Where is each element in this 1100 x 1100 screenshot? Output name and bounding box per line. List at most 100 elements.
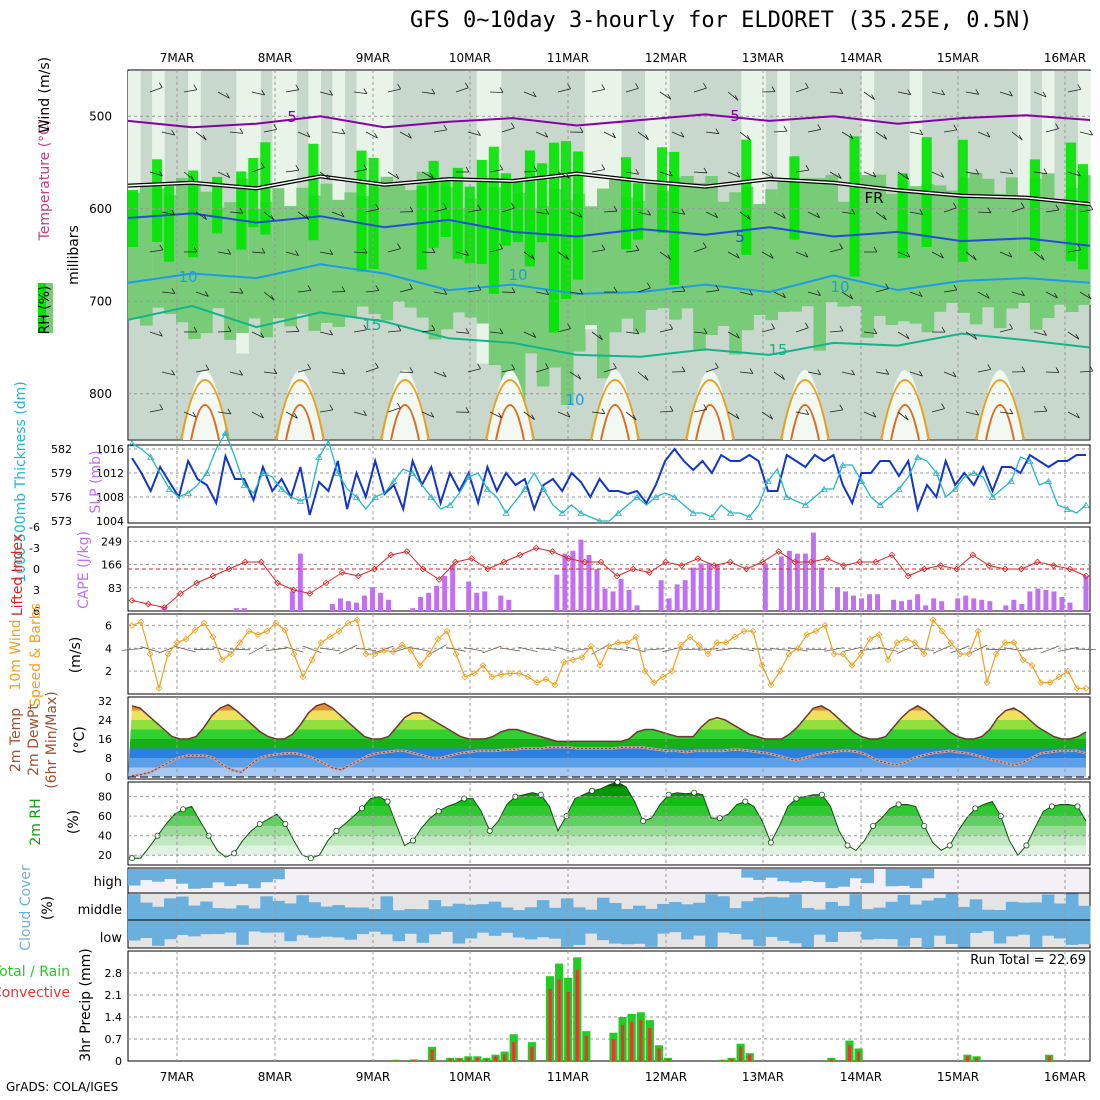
cloud-low-bar: [1065, 920, 1079, 945]
cloud-high-bar: [236, 869, 249, 884]
cape-bar: [578, 539, 584, 611]
cloud-low-bar: [1053, 920, 1067, 939]
wind-barb: [680, 131, 685, 138]
cloud-low-bar: [524, 920, 538, 940]
lifted-index-point: [791, 558, 799, 566]
wind-barb: [841, 371, 855, 376]
lifted-index-point: [209, 572, 217, 580]
rh-band-wet: [957, 139, 968, 262]
rh2m-point: [844, 842, 851, 849]
cloud-low-bar: [933, 920, 947, 936]
precip-conv-bar: [430, 1050, 434, 1061]
rh-band-moist: [705, 176, 718, 336]
wind-barb: [625, 87, 639, 93]
wind-barb: [873, 246, 878, 253]
rh-band-moist: [332, 199, 346, 327]
cloud-low-bar: [681, 920, 694, 940]
wind-barb: [919, 370, 923, 377]
cloud-low-bar: [176, 920, 189, 935]
cloud-low-bar: [224, 920, 237, 933]
cloud-high-bar: [164, 869, 177, 880]
rh-band-moist: [392, 183, 406, 302]
cloud-low-bar: [476, 920, 490, 933]
surface-wind-barb: [446, 647, 466, 652]
rh2m-point: [588, 787, 595, 794]
rh-band-dry: [753, 71, 766, 215]
surface-wind-barb: [914, 647, 934, 651]
wind-barb: [625, 331, 639, 335]
wind-barb: [161, 371, 175, 376]
cloud-high-bar: [921, 869, 935, 879]
wind-barb: [577, 373, 582, 380]
wind-axis-title: Wind (m/s): [37, 57, 53, 133]
wind-barb: [409, 367, 414, 373]
rh-band: [132, 806, 1086, 817]
wind-barb: [544, 132, 549, 138]
wind-speed-point: [596, 662, 604, 669]
wind-barb: [591, 331, 603, 341]
cloud-mid-bar: [356, 907, 369, 920]
wind-barb: [341, 286, 346, 292]
cape-bar: [410, 608, 416, 611]
wind-barb: [727, 91, 739, 101]
thickness-point: [427, 493, 436, 500]
slp-tick-label: 1012: [96, 467, 124, 480]
precip-conv-bar: [548, 988, 552, 1061]
wind-speed-point: [443, 627, 451, 635]
cape-bar: [1067, 602, 1073, 611]
thickness-point: [521, 485, 529, 492]
cape-bar: [474, 592, 480, 611]
wind-barb: [999, 411, 1013, 415]
cloud-mid-bar: [993, 909, 1007, 920]
wind-barb: [1077, 170, 1081, 177]
lifted-index-point: [823, 555, 831, 562]
rh-band-wet: [356, 150, 367, 272]
wind-barb: [270, 294, 275, 301]
thickness-tick-label: 573: [51, 515, 72, 528]
wind-barb: [395, 173, 400, 180]
rh2m-point: [282, 820, 289, 827]
rh-band-wet: [248, 158, 259, 228]
wind-barb: [477, 284, 482, 291]
lifted-index-point: [1082, 572, 1090, 580]
bottom-date-label: 7MAR: [160, 1070, 195, 1084]
slp-tick-label: 1016: [96, 443, 124, 456]
wind-barb: [667, 93, 672, 100]
lifted-index-point: [807, 558, 815, 566]
lifted-index-point: [290, 586, 298, 594]
cape-bar: [915, 594, 921, 611]
wind-barb: [931, 408, 945, 413]
cloud-low-bar: [380, 920, 394, 935]
lifted-index-point: [419, 565, 427, 573]
wind10-axis-title-part: 10m Wind: [8, 619, 24, 690]
lifted-index-point: [969, 551, 977, 559]
slp-tick-label: 1004: [96, 515, 124, 528]
temperature-axis-title: Temperature (°C): [37, 120, 53, 242]
cloud-low-bar: [981, 920, 995, 932]
lifted-index-point: [468, 555, 475, 562]
cloud-low-bar: [765, 920, 778, 937]
cape-bar: [851, 595, 856, 611]
wind-barb: [319, 251, 333, 255]
wind-barb: [1089, 129, 1093, 136]
thickness-tick-label: 582: [51, 443, 72, 456]
wind-barb: [817, 369, 822, 375]
cloud-low-bar: [813, 920, 826, 935]
run-total-annotation: Run Total = 22.69: [970, 953, 1086, 968]
wind-barb: [941, 326, 946, 333]
thickness-point: [988, 493, 997, 500]
lifted-index-point: [549, 548, 556, 555]
temp2m-tick-label: 24: [98, 714, 112, 727]
wind-barb: [782, 292, 786, 298]
wind-barb: [897, 251, 911, 258]
wind-barb: [295, 164, 300, 171]
cloud-mid-bar: [284, 903, 297, 920]
wind-barb: [603, 210, 617, 213]
temp2m-unit-title: (°C): [72, 726, 88, 754]
wind-barb: [773, 211, 786, 219]
wind-barb: [467, 209, 481, 213]
rh-band-wet: [416, 185, 427, 270]
wind-speed-point: [1010, 639, 1018, 646]
wind-speed-point: [641, 667, 649, 675]
rh-band-dry: [128, 71, 141, 213]
